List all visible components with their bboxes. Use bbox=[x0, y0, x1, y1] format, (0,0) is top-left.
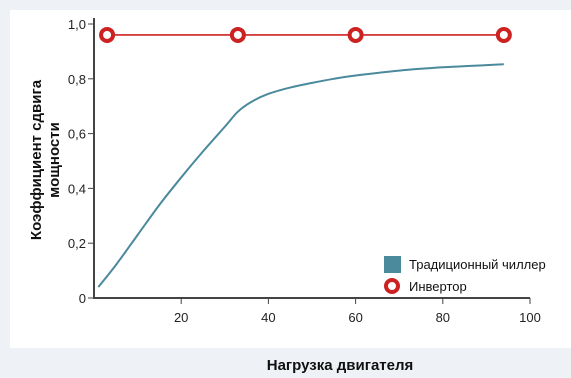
x-tick-label: 100 bbox=[519, 310, 541, 325]
y-axis-title-line-1: Коэффициент сдвига bbox=[28, 79, 45, 240]
legend-swatch-traditional-chiller bbox=[384, 256, 401, 273]
inverter-point bbox=[495, 26, 512, 43]
series-layer bbox=[97, 26, 512, 288]
y-tick-label: 0,4 bbox=[68, 181, 86, 196]
x-axis-title: Нагрузка двигателя bbox=[267, 357, 414, 374]
y-axis-ticks: 0 0,2 0,4 0,6 0,8 1,0 bbox=[68, 17, 94, 306]
x-tick-label: 80 bbox=[436, 310, 450, 325]
axes-lines bbox=[93, 18, 530, 299]
x-tick-label: 60 bbox=[348, 310, 362, 325]
y-tick-label: 0,6 bbox=[68, 127, 86, 142]
legend-label-traditional-chiller: Традиционный чиллер bbox=[409, 257, 546, 272]
inverter-point bbox=[99, 26, 116, 43]
inverter-point bbox=[229, 26, 246, 43]
legend-label-inverter: Инвертор bbox=[409, 279, 467, 294]
y-tick-label: 0 bbox=[79, 291, 86, 306]
y-tick-label: 1,0 bbox=[68, 17, 86, 32]
legend: Традиционный чиллер Инвертор bbox=[384, 256, 546, 294]
legend-marker-inverter bbox=[384, 278, 400, 294]
x-tick-label: 20 bbox=[174, 310, 188, 325]
traditional-chiller-line bbox=[97, 63, 504, 288]
x-tick-label: 40 bbox=[261, 310, 275, 325]
y-tick-label: 0,2 bbox=[68, 236, 86, 251]
y-axis-title-line-2: мощности bbox=[46, 122, 63, 198]
y-tick-label: 0,8 bbox=[68, 72, 86, 87]
x-axis-ticks: 20 40 60 80 100 bbox=[174, 298, 541, 325]
inverter-point bbox=[347, 26, 364, 43]
